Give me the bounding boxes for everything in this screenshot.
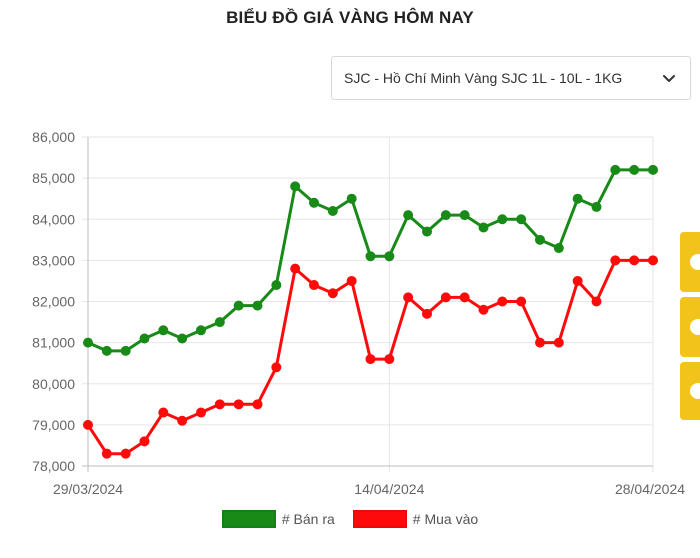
data-point xyxy=(648,255,658,266)
y-tick-label: 85,000 xyxy=(32,170,75,186)
data-point xyxy=(422,226,432,237)
data-point xyxy=(252,300,263,311)
data-point xyxy=(177,415,188,426)
data-point xyxy=(290,181,301,192)
y-tick-label: 81,000 xyxy=(32,335,75,351)
data-point xyxy=(459,292,470,303)
legend-item-sell[interactable]: # Bán ra xyxy=(221,510,335,528)
data-point xyxy=(327,288,338,299)
y-tick-label: 80,000 xyxy=(32,376,75,392)
data-point xyxy=(214,317,225,328)
data-point xyxy=(610,164,621,175)
data-point xyxy=(158,407,169,418)
data-point xyxy=(271,362,282,373)
data-point xyxy=(327,206,338,217)
data-point xyxy=(120,448,131,459)
legend-swatch-sell xyxy=(221,510,276,528)
data-point xyxy=(591,296,602,307)
x-tick-label: 14/04/2024 xyxy=(354,481,424,497)
data-point xyxy=(196,325,206,336)
data-point xyxy=(478,222,489,233)
side-tab-2[interactable] xyxy=(680,297,700,357)
data-point xyxy=(591,201,602,212)
data-point xyxy=(440,292,451,303)
series-buy xyxy=(83,255,658,459)
data-point xyxy=(497,296,508,307)
chart-legend: # Bán ra # Mua vào xyxy=(0,510,700,528)
data-point xyxy=(648,164,658,175)
data-point xyxy=(139,333,150,344)
data-point xyxy=(365,354,376,365)
data-point xyxy=(365,251,376,262)
data-point xyxy=(252,399,263,410)
data-point xyxy=(271,280,282,291)
side-tab-icon xyxy=(690,319,700,335)
data-point xyxy=(309,197,319,208)
side-tab-1[interactable] xyxy=(680,232,700,292)
data-point xyxy=(535,234,545,245)
data-point xyxy=(516,214,527,225)
data-point xyxy=(214,399,225,410)
data-point xyxy=(629,164,640,175)
data-point xyxy=(346,193,357,204)
legend-item-buy[interactable]: # Mua vào xyxy=(352,510,479,528)
data-point xyxy=(403,292,414,303)
y-tick-label: 78,000 xyxy=(32,458,75,474)
y-tick-label: 84,000 xyxy=(32,211,75,227)
side-tab-icon xyxy=(690,383,700,399)
data-point xyxy=(516,296,527,307)
legend-swatch-buy xyxy=(352,510,407,528)
data-point xyxy=(553,337,564,348)
data-point xyxy=(572,193,583,204)
data-point xyxy=(309,280,319,291)
data-point xyxy=(572,275,583,286)
data-point xyxy=(629,255,640,266)
data-point xyxy=(177,333,188,344)
side-tab-icon xyxy=(690,254,700,270)
data-point xyxy=(553,243,564,254)
x-tick-label: 28/04/2024 xyxy=(615,481,685,497)
data-point xyxy=(440,210,451,221)
gold-type-selected-value: SJC - Hồ Chí Minh Vàng SJC 1L - 10L - 1K… xyxy=(344,70,623,86)
data-point xyxy=(384,354,395,365)
data-point xyxy=(196,407,206,418)
data-point xyxy=(384,251,395,262)
data-point xyxy=(83,337,93,348)
page-title: BIỂU ĐỒ GIÁ VÀNG HÔM NAY xyxy=(226,8,474,27)
data-point xyxy=(139,436,150,447)
y-tick-label: 86,000 xyxy=(32,129,75,145)
data-point xyxy=(290,263,301,274)
data-point xyxy=(459,210,470,221)
gold-price-chart: 78,000 79,000 80,000 81,000 82,000 83,000 84,0… xyxy=(32,129,685,497)
data-point xyxy=(497,214,508,225)
y-tick-label: 83,000 xyxy=(32,252,75,268)
gold-type-select[interactable]: SJC - Hồ Chí Minh Vàng SJC 1L - 10L - 1K… xyxy=(331,56,691,100)
chevron-down-icon xyxy=(663,75,675,82)
data-point xyxy=(233,399,244,410)
data-point xyxy=(346,275,357,286)
data-point xyxy=(120,345,131,356)
data-point xyxy=(101,345,112,356)
y-tick-label: 79,000 xyxy=(32,417,75,433)
data-point xyxy=(233,300,244,311)
data-point xyxy=(403,210,414,221)
data-point xyxy=(422,308,432,319)
grid-layer xyxy=(82,136,654,472)
series-layer xyxy=(83,164,658,459)
data-point xyxy=(101,448,112,459)
data-point xyxy=(158,325,169,336)
series-sell xyxy=(83,164,658,356)
data-point xyxy=(83,419,93,430)
side-tab-3[interactable] xyxy=(680,362,700,420)
data-point xyxy=(610,255,621,266)
x-tick-label: 29/03/2024 xyxy=(53,481,123,497)
axis-layer: 78,000 79,000 80,000 81,000 82,000 83,000 84,0… xyxy=(32,129,685,497)
data-point xyxy=(535,337,545,348)
legend-label-sell: # Bán ra xyxy=(281,511,335,527)
legend-label-buy: # Mua vào xyxy=(412,511,479,527)
y-tick-label: 82,000 xyxy=(32,294,75,310)
data-point xyxy=(478,304,489,315)
